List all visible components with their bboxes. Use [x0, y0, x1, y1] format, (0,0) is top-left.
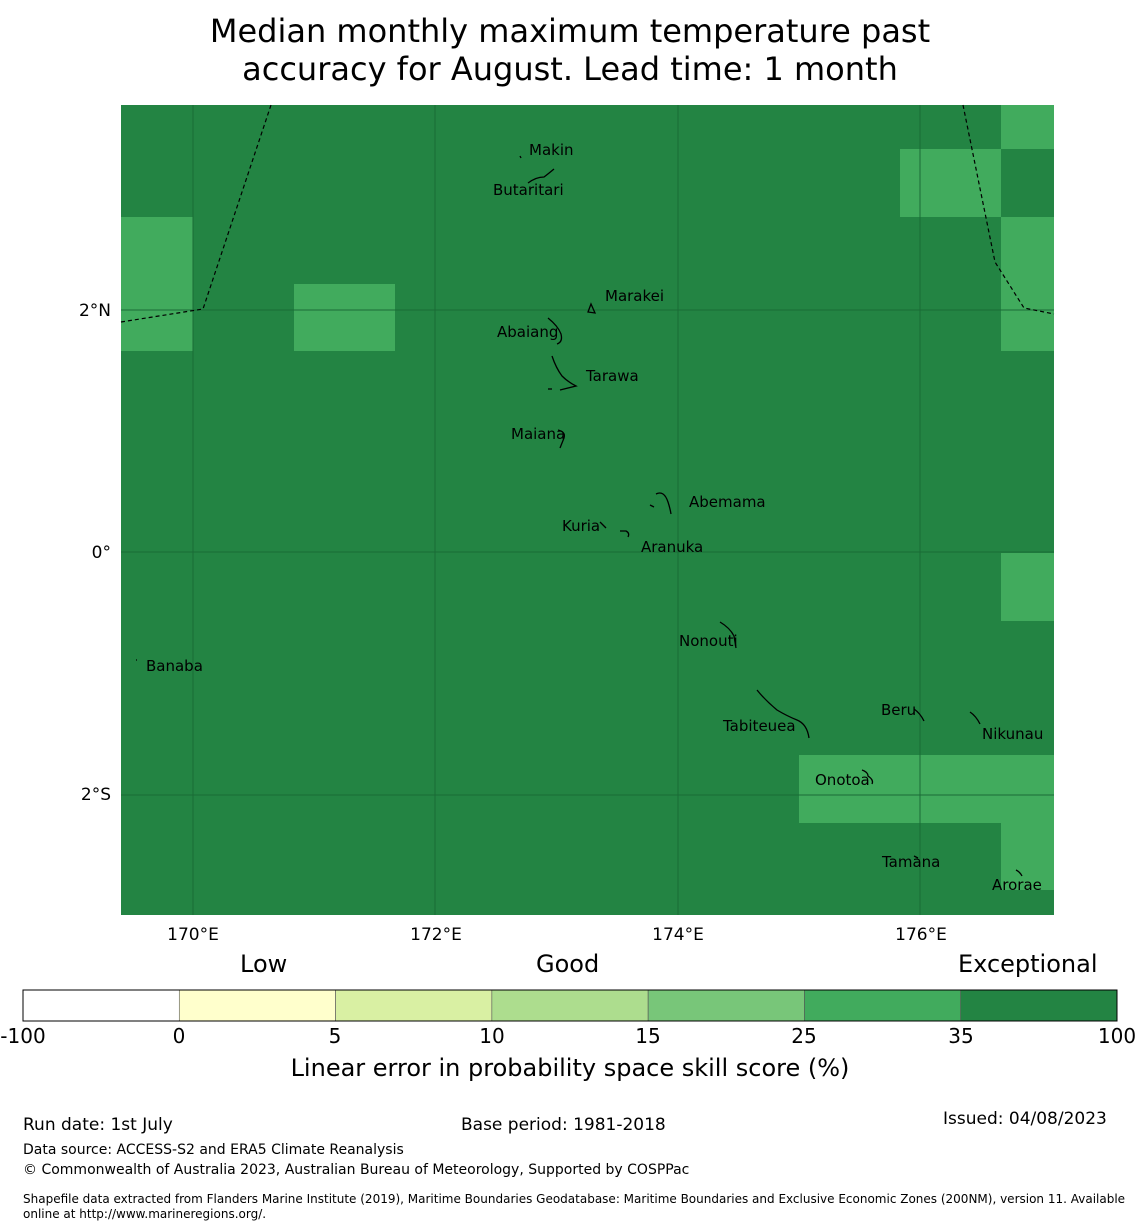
island-label-onotoa: Onotoa	[815, 771, 870, 789]
colorbar-segment	[22, 989, 180, 1022]
colorbar-segment	[178, 989, 336, 1022]
colorbar-tick: 0	[172, 1024, 186, 1048]
colorbar-segment	[491, 989, 649, 1022]
colorbar-tick: 25	[791, 1024, 817, 1048]
colorbar-tick: 10	[479, 1024, 505, 1048]
colorbar-tick: 100	[1097, 1024, 1137, 1048]
island-labels: Makin Butaritari Marakei Abaiang Tarawa …	[146, 141, 1043, 894]
colorbar-segment	[960, 989, 1118, 1022]
data-source: Data source: ACCESS-S2 and ERA5 Climate …	[23, 1142, 404, 1158]
title-line-1: Median monthly maximum temperature past	[209, 12, 931, 50]
island-label-makin: Makin	[529, 141, 574, 159]
eez-boundaries	[120, 104, 1055, 323]
island-label-aranuka: Aranuka	[641, 538, 703, 556]
latitude-ticks: 2°N 0° 2°S	[79, 301, 111, 805]
issued-date: Issued: 04/08/2023	[943, 1109, 1107, 1129]
legend-category-good: Good	[536, 950, 600, 978]
cell	[1001, 105, 1054, 149]
island-label-butaritari: Butaritari	[493, 181, 564, 199]
island-label-marakei: Marakei	[605, 287, 664, 305]
island-label-nikunau: Nikunau	[982, 725, 1043, 743]
lat-tick: 0°	[92, 543, 111, 563]
lat-tick: 2°S	[81, 785, 111, 805]
colorbar-label: Linear error in probability space skill …	[290, 1054, 850, 1082]
cell	[1001, 553, 1054, 621]
colorbar-segment	[647, 989, 805, 1022]
cell	[799, 755, 1054, 823]
legend-category-low: Low	[240, 950, 288, 978]
island-label-tabiteuea: Tabiteuea	[722, 717, 796, 735]
map-title: Median monthly maximum temperature past …	[0, 12, 1140, 88]
colorbar-segments	[22, 989, 1118, 1022]
legend-category-exceptional: Exceptional	[958, 950, 1098, 978]
island-label-tarawa: Tarawa	[585, 367, 639, 385]
colorbar-segment	[335, 989, 493, 1022]
colorbar-tick: -100	[0, 1024, 46, 1048]
island-label-kuria: Kuria	[562, 517, 600, 535]
lat-tick: 2°N	[79, 301, 111, 321]
island-label-banaba: Banaba	[146, 657, 203, 675]
colorbar-segment	[804, 989, 962, 1022]
skill-map: Makin Butaritari Marakei Abaiang Tarawa …	[79, 104, 1055, 945]
island-label-beru: Beru	[881, 701, 916, 719]
lon-tick: 172°E	[410, 925, 462, 945]
colorbar	[22, 989, 1118, 1022]
gridlines	[121, 105, 1054, 915]
cell	[121, 217, 193, 351]
cell	[900, 149, 1001, 217]
longitude-ticks: 170°E 172°E 174°E 176°E	[167, 925, 947, 945]
colorbar-tick: 5	[328, 1024, 342, 1048]
base-period: Base period: 1981-2018	[461, 1115, 666, 1135]
lon-tick: 176°E	[895, 925, 947, 945]
lon-tick: 174°E	[652, 925, 704, 945]
colorbar-tick: 35	[948, 1024, 974, 1048]
colorbar-tick: 15	[635, 1024, 661, 1048]
title-line-2: accuracy for August. Lead time: 1 month	[242, 50, 898, 88]
shapefile-credit-line-2: online at http://www.marineregions.org/.	[23, 1207, 267, 1221]
island-label-maiana: Maiana	[511, 425, 565, 443]
lon-tick: 170°E	[167, 925, 219, 945]
island-label-abaiang: Abaiang	[497, 323, 558, 341]
shapefile-credit-line-1: Shapefile data extracted from Flanders M…	[23, 1192, 1126, 1206]
island-label-abemama: Abemama	[689, 493, 766, 511]
good-skill-cells	[121, 105, 1054, 890]
island-label-nonouti: Nonouti	[679, 632, 738, 650]
cell	[294, 284, 395, 351]
run-date: Run date: 1st July	[23, 1115, 173, 1135]
island-label-arorae: Arorae	[992, 876, 1042, 894]
cell	[1001, 823, 1054, 890]
island-label-tamana: Tamana	[881, 853, 940, 871]
colorbar-frame	[22, 989, 1118, 1022]
cell	[1001, 217, 1054, 351]
copyright: © Commonwealth of Australia 2023, Austra…	[23, 1162, 690, 1178]
island-outlines	[136, 155, 1023, 877]
